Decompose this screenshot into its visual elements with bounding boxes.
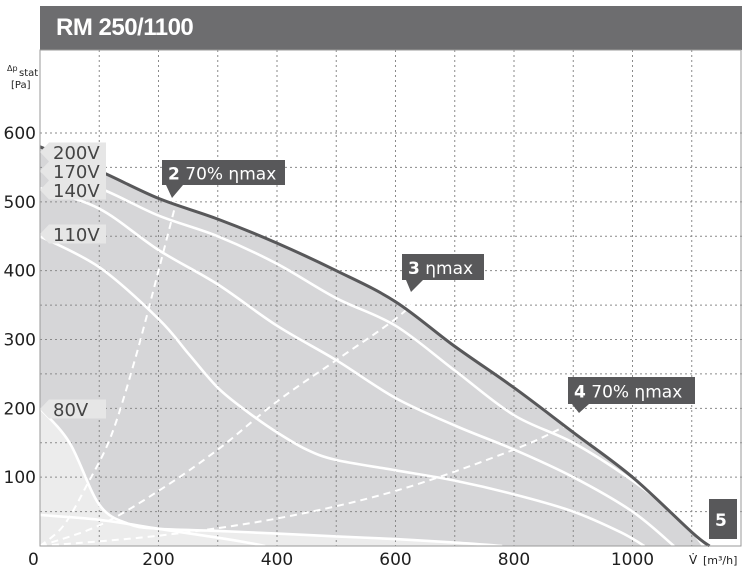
operating-point-label-3: 3 ηmax bbox=[408, 259, 473, 279]
y-tick-label: 500 bbox=[4, 193, 36, 213]
voltage-tag-200v: 200V bbox=[53, 143, 100, 164]
axes: 0 200 400 600 800 1000 100 200 300 400 500 600 Δp sta… bbox=[4, 49, 742, 570]
voltage-tag-bg bbox=[40, 161, 106, 181]
y-tick-label: 200 bbox=[4, 399, 36, 419]
voltage-tag-bg bbox=[40, 142, 106, 162]
y-axis-label-sub: stat bbox=[19, 68, 38, 79]
operating-point-label-4: 4 70% ηmax bbox=[574, 383, 682, 403]
x-tick-label: 1000 bbox=[611, 550, 654, 570]
y-tick-label: 600 bbox=[4, 124, 36, 144]
envelope-curve bbox=[39, 145, 711, 548]
voltage-tag-bg bbox=[40, 180, 106, 200]
curve-areas bbox=[40, 146, 710, 547]
y-axis-label-symbol: Δp bbox=[7, 64, 18, 73]
voltage-tag-80v: 80V bbox=[53, 400, 89, 421]
x-tick-label: 600 bbox=[379, 550, 411, 570]
envelope-curve-200v bbox=[39, 145, 711, 548]
x-axis-label-symbol: V̇ bbox=[689, 553, 698, 567]
system-curve-3 bbox=[39, 290, 426, 547]
region-below-80v bbox=[40, 408, 503, 546]
y-tick-label: 300 bbox=[4, 331, 36, 351]
operating-point-number: 4 bbox=[574, 383, 586, 403]
operating-point-number: 2 bbox=[168, 165, 180, 185]
voltage-curves bbox=[39, 169, 705, 548]
operating-point-label-5: 5 bbox=[715, 511, 727, 531]
x-axis-label-unit: [m³/h] bbox=[703, 554, 737, 567]
point-tag-bg bbox=[568, 377, 695, 413]
system-curves bbox=[39, 201, 574, 547]
voltage-tag-140v: 140V bbox=[53, 181, 100, 202]
system-curve-4 bbox=[39, 421, 574, 547]
operating-point-label-2: 2 70% ηmax bbox=[168, 165, 276, 185]
voltage-tag-110v: 110V bbox=[53, 225, 100, 246]
plot-frame bbox=[39, 49, 742, 547]
voltage-curve-110v bbox=[39, 235, 646, 548]
voltage-tag-bg bbox=[40, 224, 106, 244]
operating-point-number: 3 bbox=[408, 259, 420, 279]
system-curve-2 bbox=[39, 201, 178, 547]
y-tick-label: 100 bbox=[4, 468, 36, 488]
point-tag-bg bbox=[402, 254, 484, 292]
operating-point-text: 70% ηmax bbox=[586, 383, 682, 403]
y-tick-label: 400 bbox=[4, 262, 36, 282]
x-tick-label: 400 bbox=[261, 550, 293, 570]
voltage-curve-80v bbox=[39, 407, 503, 548]
chart-title-bar: RM 250/1100 bbox=[40, 6, 742, 50]
operating-point-text: ηmax bbox=[420, 259, 473, 279]
x-tick-label: 800 bbox=[498, 550, 530, 570]
voltage-curve-140v bbox=[39, 186, 675, 548]
operating-region bbox=[40, 146, 710, 547]
x-tick-label: 200 bbox=[142, 550, 174, 570]
voltage-tag-170v: 170V bbox=[53, 162, 100, 183]
voltage-curve-low bbox=[39, 513, 266, 548]
y-axis-label-unit: [Pa] bbox=[11, 80, 31, 91]
point-tag-bg bbox=[709, 499, 737, 539]
operating-point-number: 5 bbox=[715, 511, 727, 531]
voltage-curve-170v bbox=[39, 169, 705, 547]
voltage-tag-bg bbox=[40, 399, 106, 419]
point-tag-bg bbox=[162, 160, 285, 198]
operating-point-text: 70% ηmax bbox=[180, 165, 276, 185]
chart-title: RM 250/1100 bbox=[56, 14, 194, 41]
grid-lines bbox=[40, 50, 742, 546]
x-tick-label: 0 bbox=[28, 550, 39, 570]
